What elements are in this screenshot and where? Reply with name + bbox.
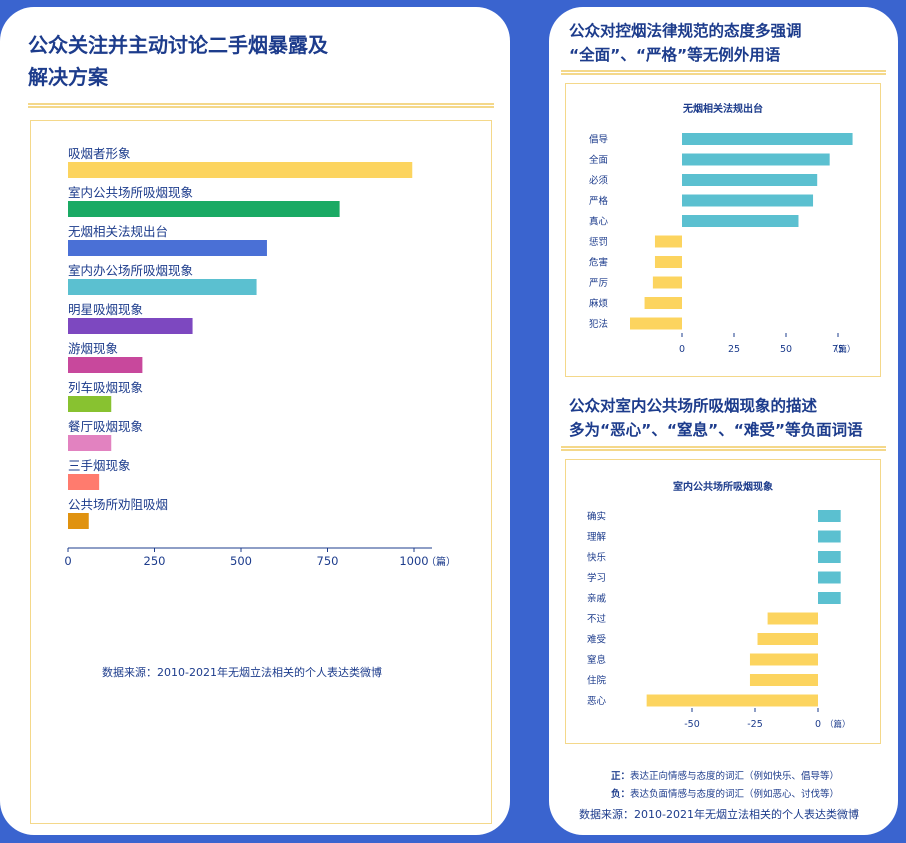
bar bbox=[654, 235, 682, 248]
bar bbox=[749, 674, 818, 686]
x-tick-label: 75 bbox=[832, 344, 844, 355]
bar-label: 列车吸烟现象 bbox=[68, 380, 143, 395]
bar bbox=[68, 396, 112, 412]
bar-label: 公共场所劝阻吸烟 bbox=[68, 497, 168, 512]
x-unit: （篇） bbox=[426, 555, 456, 568]
bar bbox=[68, 162, 413, 178]
chart-panel-left bbox=[30, 120, 492, 824]
bar bbox=[767, 612, 818, 625]
bar-label: 吸烟者形象 bbox=[68, 146, 131, 161]
bar-label: 游烟现象 bbox=[68, 341, 118, 356]
x-tick-label: 250 bbox=[144, 554, 166, 568]
bar bbox=[68, 474, 100, 490]
bar bbox=[682, 153, 830, 166]
x-tick-label: 750 bbox=[317, 554, 339, 568]
bar-label: 学习 bbox=[587, 572, 606, 584]
bar bbox=[818, 530, 841, 543]
bar bbox=[652, 276, 682, 289]
bar bbox=[68, 279, 257, 295]
bar-label: 严厉 bbox=[589, 278, 608, 289]
bar bbox=[682, 194, 814, 207]
bar-label: 不过 bbox=[587, 613, 607, 625]
bar-label: 三手烟现象 bbox=[68, 458, 131, 473]
x-tick-label: 0 bbox=[815, 719, 821, 730]
bar bbox=[644, 297, 682, 309]
right-source: 数据来源：2010-2021年无烟立法相关的个人表达类微博 bbox=[579, 808, 859, 821]
bar-label: 无烟相关法规出台 bbox=[68, 224, 168, 239]
bar-label: 必须 bbox=[589, 175, 609, 187]
x-unit: （篇） bbox=[825, 719, 851, 730]
bar-label: 真心 bbox=[589, 216, 609, 228]
x-unit: （篇） bbox=[830, 344, 856, 355]
bar-label: 明星吸烟现象 bbox=[68, 302, 143, 317]
chart-panel-law bbox=[565, 83, 881, 377]
left-card: 公众关注并主动讨论二手烟暴露及 解决方案 吸烟者形象室内公共场所吸烟现象 无烟相关… bbox=[0, 7, 510, 835]
bar-label: 危害 bbox=[589, 257, 608, 269]
bar bbox=[646, 694, 818, 707]
bar-label: 麻烦 bbox=[589, 298, 609, 310]
title-divider bbox=[561, 70, 886, 75]
bar bbox=[68, 435, 112, 451]
bar-label: 确实 bbox=[587, 511, 606, 523]
title-divider bbox=[28, 103, 494, 108]
bar-label: 倡导 bbox=[589, 134, 608, 146]
bar-label: 理解 bbox=[587, 531, 607, 543]
x-tick-label: 50 bbox=[780, 344, 792, 355]
x-tick-label: 0 bbox=[64, 554, 71, 568]
chart-title: 无烟相关法规出台 bbox=[682, 102, 763, 115]
bar bbox=[630, 317, 682, 330]
bar bbox=[818, 510, 841, 522]
bar bbox=[68, 318, 193, 334]
bar bbox=[682, 215, 799, 227]
right-title-2: 公众对室内公共场所吸烟现象的描述 多为“恶心”、“窒息”、“难受”等负面词语 bbox=[569, 397, 863, 439]
x-tick-label: 1000 bbox=[399, 554, 428, 568]
bar bbox=[654, 256, 682, 268]
x-tick-label: -25 bbox=[747, 719, 763, 730]
bar-label: 全面 bbox=[589, 154, 608, 166]
bar bbox=[682, 174, 818, 186]
left-title: 公众关注并主动讨论二手烟暴露及 解决方案 bbox=[28, 33, 328, 89]
bar bbox=[818, 551, 841, 563]
bar-label: 住院 bbox=[587, 675, 607, 687]
bar-label: 快乐 bbox=[587, 552, 607, 564]
x-tick-label: 0 bbox=[679, 344, 685, 355]
bar bbox=[68, 357, 143, 373]
bar bbox=[757, 633, 818, 645]
chart-panel-indoor bbox=[565, 459, 881, 744]
bar-label: 恶心 bbox=[587, 696, 607, 707]
chart-left-topics: 吸烟者形象室内公共场所吸烟现象无烟相关法规出台室内办公场所吸烟现象明星吸烟现象游… bbox=[64, 146, 456, 568]
x-tick-label: -50 bbox=[684, 719, 700, 730]
left-source: 数据来源：2010-2021年无烟立法相关的个人表达类微博 bbox=[102, 666, 382, 679]
bar bbox=[682, 133, 853, 145]
bar-label: 惩罚 bbox=[589, 236, 608, 248]
bar-label: 亲戚 bbox=[587, 593, 607, 605]
x-tick-label: 500 bbox=[230, 554, 252, 568]
bar bbox=[818, 592, 841, 604]
chart-title: 室内公共场所吸烟现象 bbox=[673, 480, 773, 493]
right-card: 公众对控烟法律规范的态度多强调 “全面”、“严格”等无例外用语 无烟相关法规出台… bbox=[549, 7, 898, 835]
bar bbox=[68, 513, 89, 529]
note-negative: 负：表达负面情感与态度的词汇（例如恶心、讨伐等） bbox=[611, 789, 840, 800]
bar bbox=[68, 201, 340, 217]
bar-label: 窒息 bbox=[587, 654, 606, 666]
bar-label: 犯法 bbox=[589, 318, 608, 330]
bar-label: 室内办公场所吸烟现象 bbox=[68, 263, 193, 278]
bar-label: 室内公共场所吸烟现象 bbox=[68, 185, 193, 200]
bar-label: 餐厅吸烟现象 bbox=[68, 419, 143, 434]
x-tick-label: 25 bbox=[728, 344, 740, 355]
note-positive: 正：表达正向情感与态度的词汇（例如快乐、倡导等） bbox=[611, 771, 840, 782]
title-divider bbox=[561, 446, 886, 451]
bar bbox=[818, 571, 841, 584]
bar-label: 难受 bbox=[587, 634, 606, 646]
bar bbox=[68, 240, 267, 256]
bar bbox=[749, 653, 818, 666]
bar-label: 严格 bbox=[589, 195, 609, 207]
right-title-1: 公众对控烟法律规范的态度多强调 “全面”、“严格”等无例外用语 bbox=[569, 22, 802, 64]
